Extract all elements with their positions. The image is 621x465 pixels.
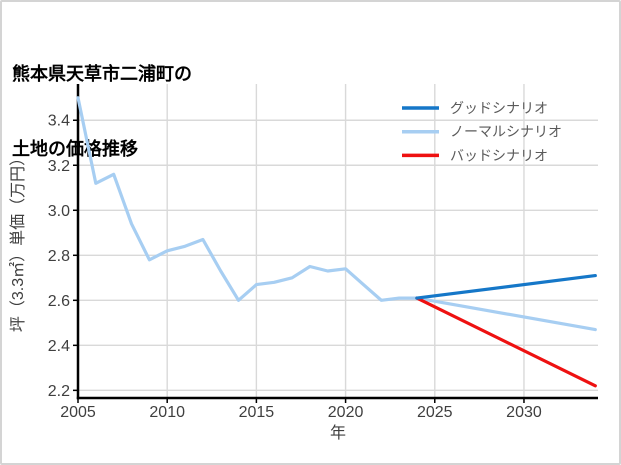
series-line-2 bbox=[415, 296, 597, 388]
y-tick-label: 2.6 bbox=[48, 293, 70, 310]
x-tick-label: 2005 bbox=[60, 404, 96, 421]
x-tick-label: 2020 bbox=[328, 404, 364, 421]
chart-title-line1: 熊本県天草市二浦町の bbox=[12, 64, 192, 84]
series-line-0 bbox=[415, 274, 597, 300]
series-line-1 bbox=[76, 96, 597, 332]
chart-title-line2: 土地の価格推移 bbox=[12, 139, 138, 159]
x-tick-label: 2015 bbox=[239, 404, 275, 421]
y-tick-label: 2.2 bbox=[48, 383, 70, 400]
y-tick-label: 2.4 bbox=[48, 338, 70, 355]
legend-label-1: ノーマルシナリオ bbox=[450, 124, 562, 140]
y-tick-label: 2.8 bbox=[48, 248, 70, 265]
legend-label-0: グッドシナリオ bbox=[450, 100, 548, 116]
y-tick-label: 3.0 bbox=[48, 203, 70, 220]
y-axis-label: 坪（3.3㎡）単価（万円） bbox=[9, 150, 27, 332]
x-tick-label: 2010 bbox=[149, 404, 185, 421]
x-tick-label: 2030 bbox=[506, 404, 542, 421]
y-tick-label: 3.4 bbox=[48, 113, 70, 130]
y-tick-label: 3.2 bbox=[48, 158, 70, 175]
x-axis-label: 年 bbox=[330, 424, 346, 442]
x-tick-label: 2025 bbox=[417, 404, 453, 421]
chart-title: 熊本県天草市二浦町の 土地の価格推移 bbox=[12, 12, 192, 212]
legend-label-2: バッドシナリオ bbox=[450, 147, 548, 163]
